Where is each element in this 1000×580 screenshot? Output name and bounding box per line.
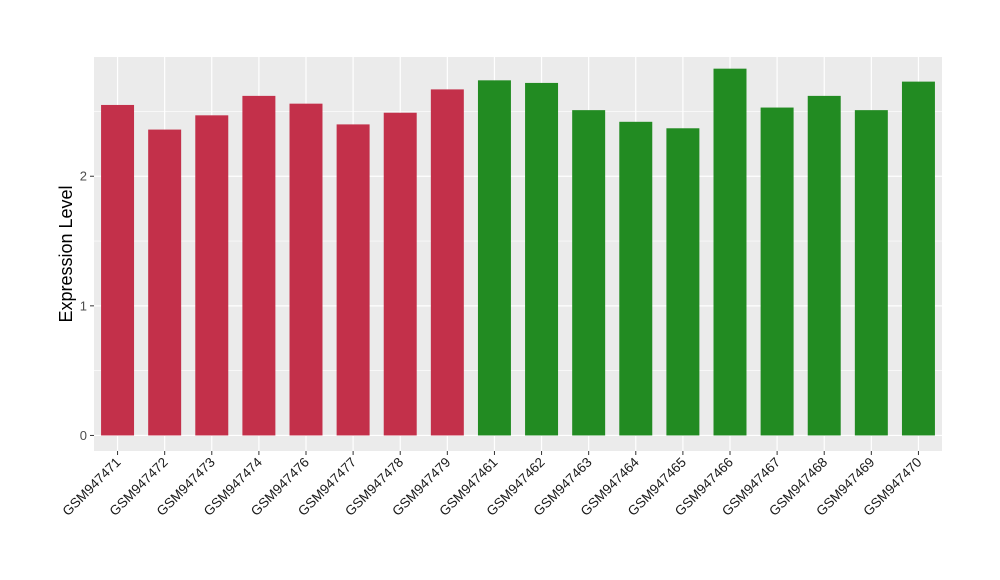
bar-GSM947477	[336, 124, 370, 436]
bar-GSM947473	[195, 115, 229, 436]
bar-GSM947469	[854, 110, 888, 436]
bar-GSM947465	[666, 128, 700, 436]
plot-panel	[94, 57, 942, 451]
bar-GSM947468	[807, 95, 841, 436]
bar-layer	[101, 68, 935, 436]
bar-GSM947467	[760, 107, 794, 436]
bar-GSM947476	[289, 103, 323, 436]
y-tick-label: 0	[80, 428, 87, 443]
bar-GSM947462	[525, 82, 559, 436]
bar-GSM947466	[713, 68, 747, 436]
bar-GSM947463	[572, 110, 606, 436]
bar-GSM947471	[101, 104, 135, 436]
y-axis: 0 1 2	[80, 169, 94, 443]
bar-GSM947464	[619, 121, 653, 436]
bar-GSM947472	[148, 129, 182, 436]
bar-GSM947479	[430, 89, 464, 436]
x-axis: GSM947471GSM947472GSM947473GSM947474GSM9…	[59, 451, 925, 519]
y-tick-label: 2	[80, 169, 87, 184]
bar-GSM947461	[477, 80, 511, 436]
bar-GSM947478	[383, 112, 417, 436]
bar-GSM947470	[901, 81, 935, 436]
bar-GSM947474	[242, 95, 276, 436]
y-axis-title: Expression Level	[56, 185, 76, 322]
y-tick-label: 1	[80, 298, 87, 313]
